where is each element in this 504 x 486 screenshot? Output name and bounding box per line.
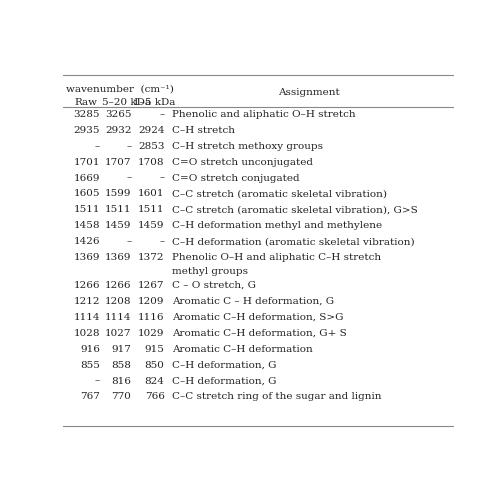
Text: wavenumber  (cm⁻¹): wavenumber (cm⁻¹) (66, 85, 173, 93)
Text: Assignment: Assignment (278, 88, 340, 97)
Text: 1459: 1459 (138, 221, 164, 230)
Text: –: – (159, 110, 164, 119)
Text: C–H deformation (aromatic skeletal vibration): C–H deformation (aromatic skeletal vibra… (171, 237, 414, 246)
Text: 1212: 1212 (74, 297, 100, 306)
Text: 1372: 1372 (138, 253, 164, 262)
Text: 1459: 1459 (105, 221, 132, 230)
Text: Phenolic O–H and aliphatic C–H stretch: Phenolic O–H and aliphatic C–H stretch (171, 253, 381, 262)
Text: C – O stretch, G: C – O stretch, G (171, 281, 256, 290)
Text: C–C stretch ring of the sugar and lignin: C–C stretch ring of the sugar and lignin (171, 393, 381, 401)
Text: C=O stretch unconjugated: C=O stretch unconjugated (171, 157, 312, 167)
Text: 767: 767 (80, 393, 100, 401)
Text: C–H deformation, G: C–H deformation, G (171, 361, 276, 370)
Text: –: – (159, 237, 164, 246)
Text: 1701: 1701 (74, 157, 100, 167)
Text: 915: 915 (145, 345, 164, 354)
Text: 1708: 1708 (138, 157, 164, 167)
Text: Aromatic C–H deformation: Aromatic C–H deformation (171, 345, 312, 354)
Text: 1511: 1511 (138, 206, 164, 214)
Text: 1266: 1266 (74, 281, 100, 290)
Text: 1599: 1599 (105, 190, 132, 198)
Text: 1114: 1114 (74, 313, 100, 322)
Text: 917: 917 (111, 345, 132, 354)
Text: C–H deformation methyl and methylene: C–H deformation methyl and methylene (171, 221, 382, 230)
Text: –: – (126, 237, 132, 246)
Text: 1114: 1114 (105, 313, 132, 322)
Text: 1267: 1267 (138, 281, 164, 290)
Text: C–C stretch (aromatic skeletal vibration), G>S: C–C stretch (aromatic skeletal vibration… (171, 206, 417, 214)
Text: methyl groups: methyl groups (171, 267, 247, 277)
Text: 1511: 1511 (74, 206, 100, 214)
Text: 1027: 1027 (105, 329, 132, 338)
Text: 850: 850 (145, 361, 164, 370)
Text: Aromatic C – H deformation, G: Aromatic C – H deformation, G (171, 297, 334, 306)
Text: 1369: 1369 (74, 253, 100, 262)
Text: 1369: 1369 (105, 253, 132, 262)
Text: 824: 824 (145, 377, 164, 385)
Text: –: – (159, 174, 164, 183)
Text: 2853: 2853 (138, 142, 164, 151)
Text: 855: 855 (80, 361, 100, 370)
Text: 1266: 1266 (105, 281, 132, 290)
Text: –: – (126, 174, 132, 183)
Text: Raw: Raw (75, 98, 98, 106)
Text: 2924: 2924 (138, 126, 164, 135)
Text: 1458: 1458 (74, 221, 100, 230)
Text: C–H stretch methoxy groups: C–H stretch methoxy groups (171, 142, 323, 151)
Text: 1511: 1511 (105, 206, 132, 214)
Text: C–C stretch (aromatic skeletal vibration): C–C stretch (aromatic skeletal vibration… (171, 190, 387, 198)
Text: 816: 816 (111, 377, 132, 385)
Text: 1669: 1669 (74, 174, 100, 183)
Text: 916: 916 (80, 345, 100, 354)
Text: 1028: 1028 (74, 329, 100, 338)
Text: –: – (126, 142, 132, 151)
Text: C=O stretch conjugated: C=O stretch conjugated (171, 174, 299, 183)
Text: Phenolic and aliphatic O–H stretch: Phenolic and aliphatic O–H stretch (171, 110, 355, 119)
Text: 1209: 1209 (138, 297, 164, 306)
Text: –: – (95, 377, 100, 385)
Text: 3285: 3285 (74, 110, 100, 119)
Text: C–H deformation, G: C–H deformation, G (171, 377, 276, 385)
Text: 1116: 1116 (138, 313, 164, 322)
Text: 1605: 1605 (74, 190, 100, 198)
Text: 1029: 1029 (138, 329, 164, 338)
Text: 1–5 kDa: 1–5 kDa (133, 98, 176, 106)
Text: 1707: 1707 (105, 157, 132, 167)
Text: 5–20 kDa: 5–20 kDa (102, 98, 151, 106)
Text: 2932: 2932 (105, 126, 132, 135)
Text: 770: 770 (111, 393, 132, 401)
Text: Aromatic C–H deformation, S>G: Aromatic C–H deformation, S>G (171, 313, 343, 322)
Text: 1426: 1426 (74, 237, 100, 246)
Text: 1208: 1208 (105, 297, 132, 306)
Text: Aromatic C–H deformation, G+ S: Aromatic C–H deformation, G+ S (171, 329, 346, 338)
Text: 858: 858 (111, 361, 132, 370)
Text: 1601: 1601 (138, 190, 164, 198)
Text: 2935: 2935 (74, 126, 100, 135)
Text: C–H stretch: C–H stretch (171, 126, 234, 135)
Text: 766: 766 (145, 393, 164, 401)
Text: 3265: 3265 (105, 110, 132, 119)
Text: –: – (95, 142, 100, 151)
